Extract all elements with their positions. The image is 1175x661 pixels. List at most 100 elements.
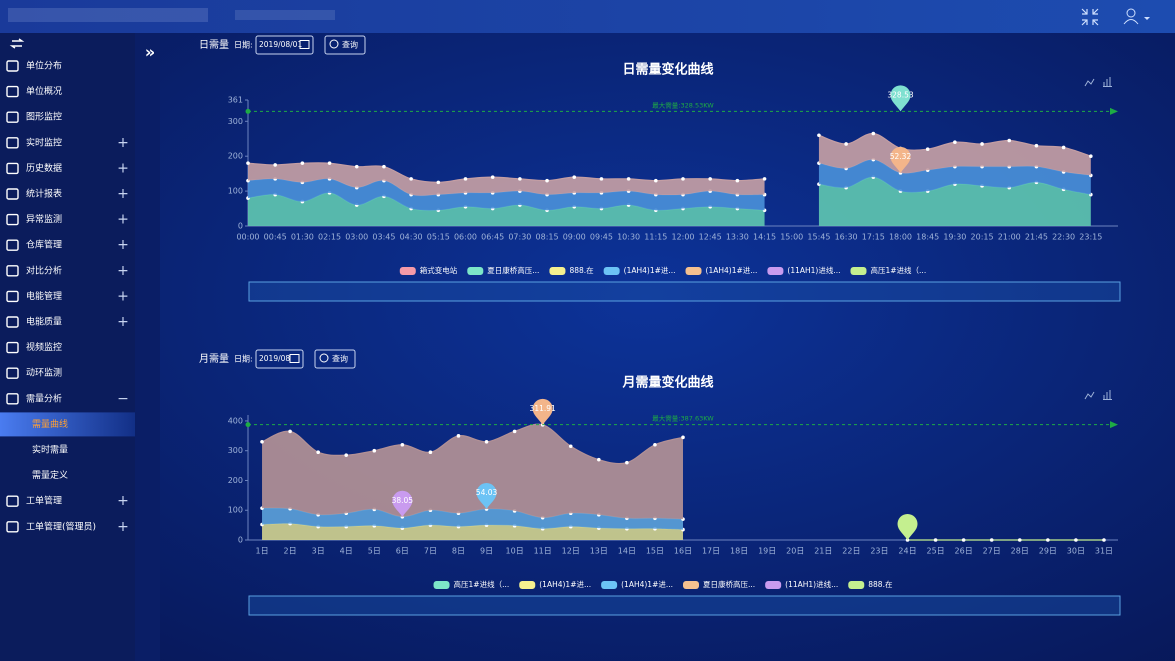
menu-toggle[interactable]: +	[117, 237, 129, 253]
menu-icon	[6, 85, 19, 98]
menu-item[interactable]: 实时需量	[32, 444, 68, 456]
y-tick-label: 0	[238, 222, 243, 231]
marker-pin	[890, 85, 911, 112]
menu-toggle[interactable]: +	[117, 160, 129, 176]
x-tick-label: 17日	[702, 547, 720, 556]
x-tick-label: 15日	[646, 547, 664, 556]
x-tick-label: 2日	[284, 547, 297, 556]
menu-toggle[interactable]: +	[117, 263, 129, 279]
menu-item[interactable]: 统计报表	[26, 188, 62, 200]
menu-item[interactable]: 历史数据	[26, 162, 62, 174]
x-tick-label: 22:30	[1052, 233, 1075, 242]
x-tick-label: 7日	[424, 547, 437, 556]
x-tick-label: 25日	[926, 547, 944, 556]
x-tick-label: 6日	[396, 547, 409, 556]
x-tick-label: 11日	[534, 547, 552, 556]
toolbar-line-icon[interactable]	[1084, 391, 1095, 400]
zoom-slider[interactable]	[248, 281, 1121, 302]
x-tick-label: 18:45	[916, 233, 939, 242]
menu-item[interactable]: 需量分析	[26, 392, 62, 404]
collapse-icon[interactable]: »	[145, 43, 155, 62]
menu-item[interactable]: 需量曲线	[32, 418, 68, 430]
data-point	[260, 439, 264, 444]
data-point	[246, 161, 250, 165]
menu-item[interactable]: 视频监控	[26, 341, 62, 353]
x-tick-label: 00:00	[236, 233, 259, 242]
y-tick-label: 300	[228, 446, 243, 455]
menu-item[interactable]: 电能管理	[26, 290, 62, 302]
area-fill	[262, 523, 683, 540]
x-tick-label: 17:15	[862, 233, 885, 242]
menu-item[interactable]: 异常监测	[26, 213, 62, 225]
x-tick-label: 26日	[955, 547, 973, 556]
y-tick-label: 400	[228, 416, 243, 425]
menu-item[interactable]: 实时监控	[26, 136, 62, 148]
legend-label: 箱式变电站	[420, 265, 458, 275]
legend-label: 夏日康桥高压...	[703, 579, 755, 589]
menu-toggle[interactable]: +	[117, 493, 129, 509]
data-point	[428, 450, 433, 455]
query-label[interactable]: 查询	[342, 40, 358, 50]
menu-active	[0, 412, 135, 437]
data-point	[681, 177, 685, 181]
x-tick-label: 21:00	[998, 233, 1021, 242]
menu-item[interactable]: 单位分布	[26, 60, 62, 72]
toolbar-bar-icon[interactable]	[1103, 77, 1112, 87]
x-tick-label: 06:45	[481, 233, 504, 242]
menu-item[interactable]: 动环监测	[26, 367, 62, 379]
data-point	[817, 133, 821, 138]
fullscreen-icon[interactable]	[1081, 8, 1099, 26]
swap-icon[interactable]	[9, 38, 25, 49]
user-icon[interactable]	[1123, 8, 1150, 25]
menu-toggle[interactable]: +	[117, 288, 129, 304]
data-point	[372, 448, 377, 453]
toolbar-bar-icon[interactable]	[1103, 390, 1112, 400]
menu-toggle[interactable]: +	[117, 186, 129, 202]
menu-item[interactable]: 工单管理	[26, 495, 62, 507]
menu-toggle[interactable]: +	[117, 519, 129, 535]
menu-item[interactable]: 工单管理(管理员)	[26, 520, 96, 532]
data-point	[344, 453, 349, 457]
data-point	[735, 178, 740, 183]
query-button[interactable]	[314, 349, 356, 369]
zoom-slider[interactable]	[248, 595, 1121, 616]
x-tick-label: 18日	[730, 547, 748, 556]
data-point	[762, 177, 767, 181]
area-fill	[248, 162, 765, 196]
menu-item[interactable]: 电能质量	[26, 316, 62, 328]
legend-swatch	[683, 581, 700, 589]
query-label[interactable]: 查询	[332, 354, 348, 364]
date-input[interactable]	[255, 349, 304, 369]
menu-toggle[interactable]: +	[117, 212, 129, 228]
toolbar-line-icon[interactable]	[1084, 78, 1095, 87]
menu-icon	[6, 341, 19, 354]
menu-item[interactable]: 单位概况	[26, 85, 62, 97]
data-point	[1007, 138, 1012, 143]
sidebar	[0, 33, 135, 661]
menu-toggle[interactable]: +	[117, 135, 129, 151]
data-point	[316, 450, 320, 455]
menu-item[interactable]: 图形监控	[26, 111, 62, 123]
legend-label: (1AH4)1#进...	[539, 580, 591, 589]
legend-swatch	[467, 267, 484, 275]
legend-label: 888.在	[569, 265, 594, 275]
menu-toggle[interactable]: +	[117, 314, 129, 330]
x-tick-label: 28日	[1011, 547, 1029, 556]
data-point	[484, 439, 489, 444]
menu-icon	[6, 111, 19, 123]
x-tick-label: 18:00	[889, 233, 912, 242]
date-input[interactable]	[255, 35, 314, 55]
menu-item[interactable]: 仓库管理	[26, 239, 62, 251]
search-icon	[329, 39, 339, 49]
legend-label: 888.在	[868, 579, 893, 589]
logo-blur	[8, 8, 208, 22]
menu-item[interactable]: 需量定义	[32, 469, 68, 481]
menu-item[interactable]: 对比分析	[26, 264, 62, 276]
legend-label: 夏日康桥高压...	[487, 265, 539, 275]
menu-icon	[6, 213, 19, 226]
x-tick-label: 03:00	[345, 233, 368, 242]
menu-toggle[interactable]: −	[117, 391, 129, 407]
query-button[interactable]	[324, 35, 366, 55]
menu-icon	[6, 521, 19, 533]
